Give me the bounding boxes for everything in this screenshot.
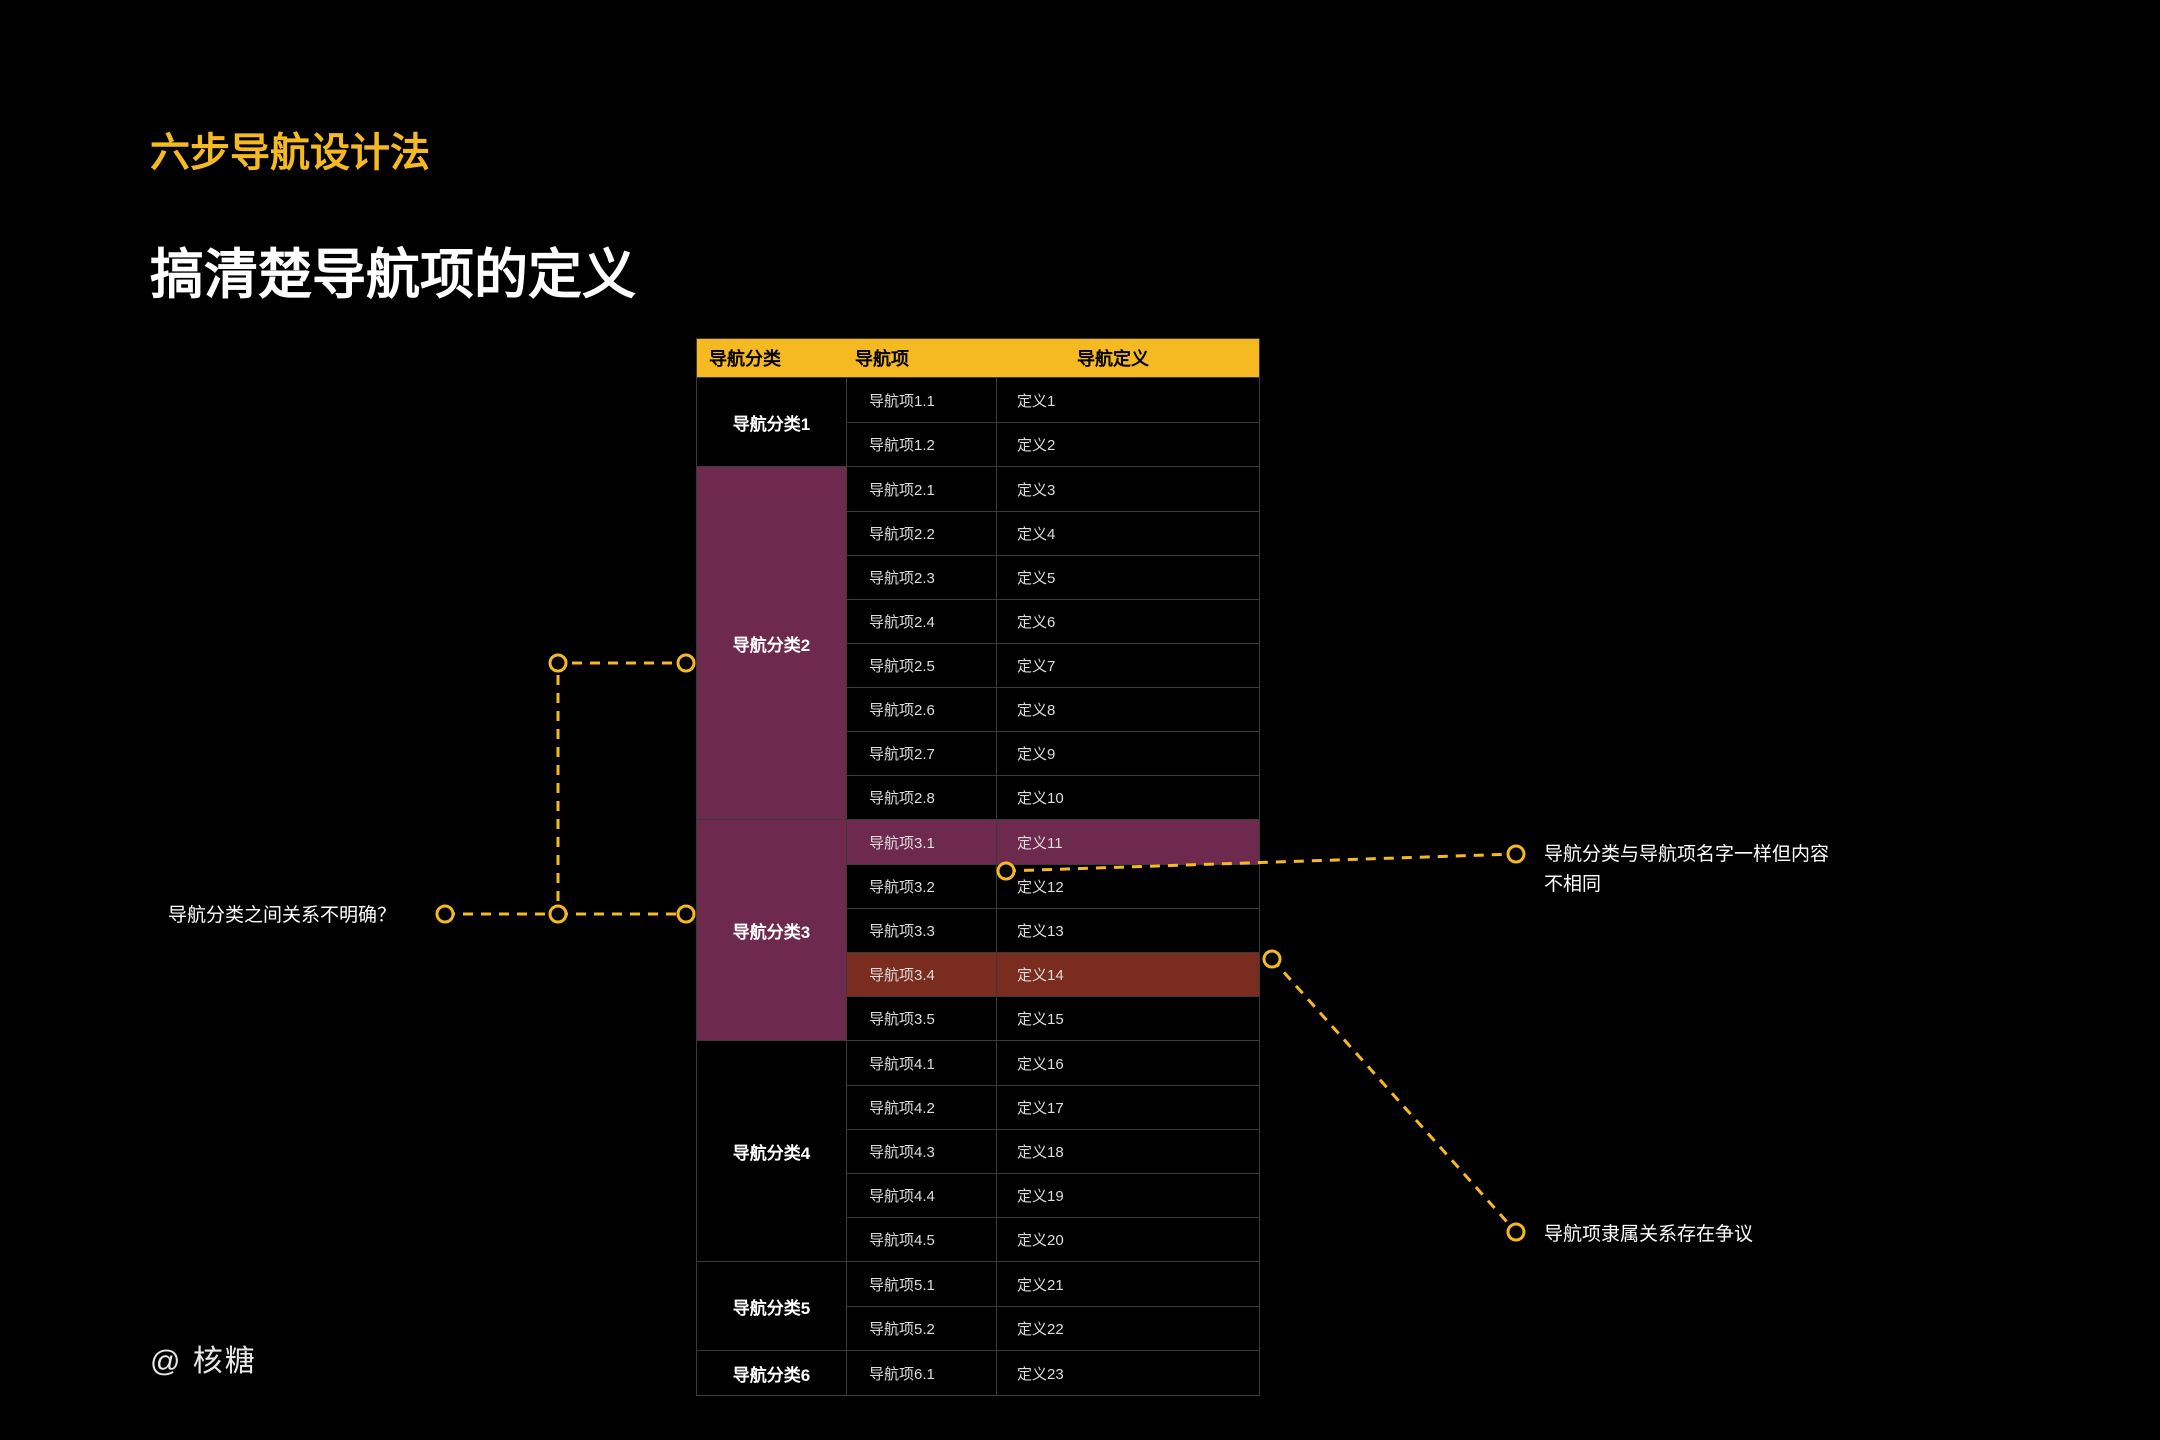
definition-cell: 定义23 (997, 1363, 1259, 1384)
table-row: 导航项2.3定义5 (847, 555, 1259, 599)
table-row: 导航项2.7定义9 (847, 731, 1259, 775)
item-cell: 导航项2.5 (847, 644, 997, 687)
table-row: 导航项5.1定义21 (847, 1262, 1259, 1306)
item-cell: 导航项3.1 (847, 820, 997, 864)
definition-cell: 定义6 (997, 611, 1259, 632)
item-cell: 导航项6.1 (847, 1351, 997, 1395)
page-subtitle: 搞清楚导航项的定义 (150, 230, 636, 309)
definition-cell: 定义17 (997, 1097, 1259, 1118)
definition-cell: 定义3 (997, 479, 1259, 500)
definition-cell: 定义13 (997, 920, 1259, 941)
definition-cell: 定义2 (997, 434, 1259, 455)
item-cell: 导航项3.4 (847, 953, 997, 996)
definition-cell: 定义18 (997, 1141, 1259, 1162)
table-row: 导航项4.1定义16 (847, 1041, 1259, 1085)
category-cell: 导航分类2 (697, 467, 847, 819)
table-row: 导航项2.6定义8 (847, 687, 1259, 731)
table-row: 导航项2.2定义4 (847, 511, 1259, 555)
item-cell: 导航项2.3 (847, 556, 997, 599)
item-cell: 导航项1.2 (847, 423, 997, 466)
table-row: 导航项2.5定义7 (847, 643, 1259, 687)
table-row: 导航项3.2定义12 (847, 864, 1259, 908)
item-cell: 导航项2.6 (847, 688, 997, 731)
definition-cell: 定义12 (997, 876, 1259, 897)
item-cell: 导航项5.2 (847, 1307, 997, 1350)
item-cell: 导航项4.5 (847, 1218, 997, 1261)
item-cell: 导航项1.1 (847, 378, 997, 422)
category-cell: 导航分类4 (697, 1041, 847, 1261)
annotation-left: 导航分类之间关系不明确？ (168, 901, 396, 931)
annotation-right-top: 导航分类与导航项名字一样但内容不相同 (1544, 840, 1844, 901)
item-cell: 导航项5.1 (847, 1262, 997, 1306)
table-row: 导航项1.2定义2 (847, 422, 1259, 466)
definition-cell: 定义11 (997, 832, 1259, 853)
category-cell: 导航分类6 (697, 1351, 847, 1395)
table-row: 导航项4.3定义18 (847, 1129, 1259, 1173)
definition-cell: 定义4 (997, 523, 1259, 544)
table-row: 导航项4.4定义19 (847, 1173, 1259, 1217)
table-row: 导航项3.1定义11 (847, 820, 1259, 864)
item-cell: 导航项4.4 (847, 1174, 997, 1217)
item-cell: 导航项2.2 (847, 512, 997, 555)
table-row: 导航项3.4定义14 (847, 952, 1259, 996)
attribution: @ 核糖 (150, 1336, 257, 1380)
category-cell: 导航分类1 (697, 378, 847, 466)
table-row: 导航项2.1定义3 (847, 467, 1259, 511)
item-cell: 导航项4.3 (847, 1130, 997, 1173)
definition-cell: 定义8 (997, 699, 1259, 720)
table-row: 导航项4.2定义17 (847, 1085, 1259, 1129)
table-row: 导航项6.1定义23 (847, 1351, 1259, 1395)
table-row: 导航项3.3定义13 (847, 908, 1259, 952)
annotation-right-bottom: 导航项隶属关系存在争议 (1544, 1220, 1753, 1250)
category-cell: 导航分类3 (697, 820, 847, 1040)
table-row: 导航项2.4定义6 (847, 599, 1259, 643)
item-cell: 导航项3.2 (847, 865, 997, 908)
table-row: 导航项2.8定义10 (847, 775, 1259, 819)
item-cell: 导航项2.1 (847, 467, 997, 511)
table-row: 导航项4.5定义20 (847, 1217, 1259, 1261)
definition-cell: 定义15 (997, 1008, 1259, 1029)
definition-cell: 定义19 (997, 1185, 1259, 1206)
header-category: 导航分类 (697, 345, 847, 371)
item-cell: 导航项2.7 (847, 732, 997, 775)
page-title: 六步导航设计法 (150, 120, 430, 178)
category-cell: 导航分类5 (697, 1262, 847, 1350)
table-body: 导航分类1导航项1.1定义1导航项1.2定义2导航分类2导航项2.1定义3导航项… (697, 377, 1259, 1395)
definition-cell: 定义20 (997, 1229, 1259, 1250)
nav-table: 导航分类 导航项 导航定义 导航分类1导航项1.1定义1导航项1.2定义2导航分… (696, 338, 1260, 1396)
header-definition: 导航定义 (997, 345, 1259, 371)
table-row: 导航项5.2定义22 (847, 1306, 1259, 1350)
item-cell: 导航项2.4 (847, 600, 997, 643)
table-row: 导航项3.5定义15 (847, 996, 1259, 1040)
definition-cell: 定义1 (997, 390, 1259, 411)
definition-cell: 定义22 (997, 1318, 1259, 1339)
definition-cell: 定义14 (997, 964, 1259, 985)
item-cell: 导航项3.5 (847, 997, 997, 1040)
definition-cell: 定义5 (997, 567, 1259, 588)
definition-cell: 定义10 (997, 787, 1259, 808)
definition-cell: 定义7 (997, 655, 1259, 676)
table-row: 导航项1.1定义1 (847, 378, 1259, 422)
item-cell: 导航项3.3 (847, 909, 997, 952)
table-header: 导航分类 导航项 导航定义 (697, 339, 1259, 377)
header-item: 导航项 (847, 345, 997, 371)
definition-cell: 定义21 (997, 1274, 1259, 1295)
definition-cell: 定义9 (997, 743, 1259, 764)
item-cell: 导航项2.8 (847, 776, 997, 819)
item-cell: 导航项4.2 (847, 1086, 997, 1129)
definition-cell: 定义16 (997, 1053, 1259, 1074)
item-cell: 导航项4.1 (847, 1041, 997, 1085)
